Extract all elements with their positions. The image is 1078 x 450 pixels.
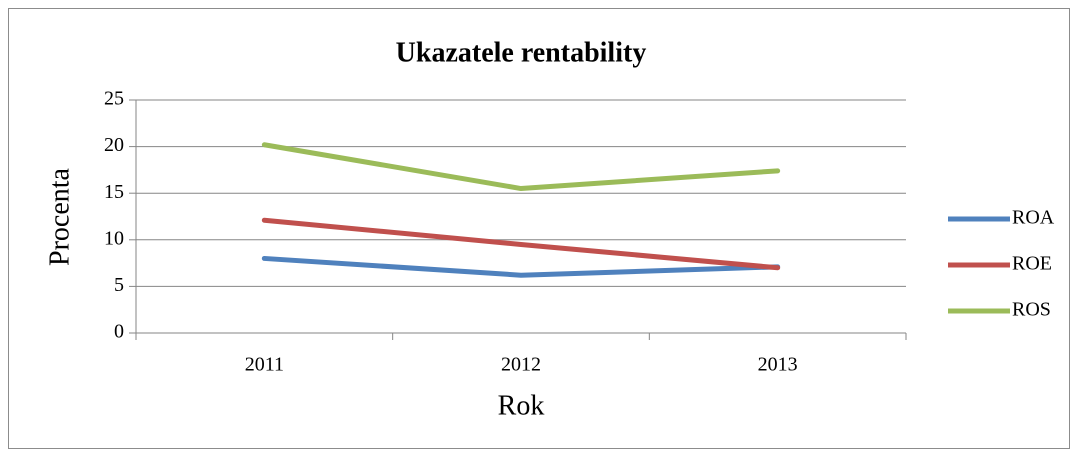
series-line: [261, 255, 781, 278]
series-line: [261, 142, 781, 192]
chart-title: Ukazatele rentability: [396, 37, 647, 68]
legend-label: ROS: [1012, 299, 1051, 321]
series-line: [261, 217, 781, 271]
y-tick-label: 25: [104, 88, 124, 110]
y-tick-label: 15: [104, 181, 124, 203]
y-tick-label: 10: [104, 227, 124, 249]
legend-label: ROE: [1012, 253, 1052, 275]
legend-label: ROA: [1012, 207, 1055, 229]
y-tick-label: 20: [104, 134, 124, 156]
y-tick-label: 5: [114, 274, 124, 296]
y-axis-label: Procenta: [44, 167, 75, 266]
x-tick-label: 2013: [758, 354, 798, 376]
y-tick-label: 0: [114, 321, 124, 343]
x-tick-label: 2011: [245, 354, 284, 376]
chart-frame: [8, 8, 1070, 449]
x-axis-label: Rok: [498, 390, 545, 421]
x-tick-label: 2012: [501, 354, 541, 376]
